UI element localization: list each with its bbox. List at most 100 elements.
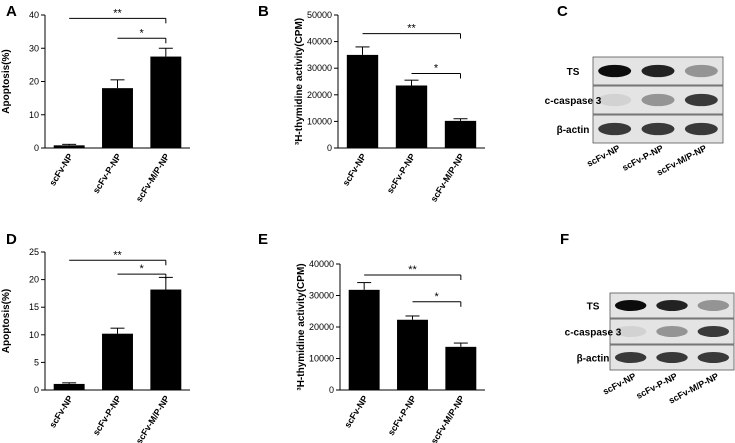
- panel-label: C: [557, 3, 568, 20]
- bar: [397, 319, 428, 390]
- x-tick-label: scFv-P-NP: [386, 394, 418, 437]
- blot-band: [598, 122, 632, 136]
- bar: [53, 145, 85, 148]
- x-tick-label: scFv-M/P-NP: [134, 152, 172, 204]
- significance-label: **: [113, 7, 122, 19]
- significance-label: **: [407, 23, 416, 35]
- error-bar: [355, 46, 370, 55]
- x-tick-label: scFv-P-NP: [91, 152, 123, 195]
- y-axis-label: Apoptosis(%): [1, 49, 12, 113]
- blot-band: [684, 64, 718, 78]
- blot-band: [598, 64, 632, 78]
- y-tick-label: 20000: [309, 322, 334, 332]
- blot-row-label: β-actin: [557, 125, 590, 136]
- error-bar: [62, 382, 77, 384]
- blot-band: [614, 352, 647, 363]
- x-tick-label: scFv-M/P-NP: [429, 152, 467, 204]
- error-bar: [453, 342, 468, 347]
- bar: [445, 346, 477, 390]
- blot-band: [697, 352, 730, 363]
- error-bar: [357, 282, 372, 290]
- error-bar: [158, 276, 173, 290]
- blot-band: [614, 326, 647, 337]
- blot-band: [614, 300, 647, 311]
- y-axis-label: ³H-thymidine activity(CPM): [294, 18, 305, 145]
- bar: [395, 85, 428, 148]
- bar: [150, 289, 182, 390]
- blot-band: [697, 300, 730, 311]
- y-tick-label: 25: [29, 247, 39, 257]
- x-tick-label: scFv-NP: [47, 152, 75, 188]
- y-tick-label: 30000: [307, 63, 332, 73]
- y-axis-label: Apoptosis(%): [1, 289, 12, 353]
- bar: [102, 88, 133, 148]
- y-tick-label: 0: [34, 143, 39, 153]
- blot-row-label: TS: [567, 67, 580, 78]
- x-tick-label: scFv-NP: [47, 394, 75, 430]
- blot-row-label: TS: [587, 302, 600, 313]
- bar: [346, 54, 379, 148]
- y-tick-label: 10000: [307, 116, 332, 126]
- blot-band: [641, 64, 675, 78]
- panel-label: E: [258, 231, 268, 248]
- blot-row-label: β-actin: [577, 354, 610, 365]
- blot-band: [656, 326, 688, 337]
- y-axis-label: ³H-thymidine activity(CPM): [296, 263, 307, 390]
- blot-band: [697, 326, 730, 337]
- panel-label: D: [6, 231, 17, 248]
- error-bar: [405, 315, 420, 320]
- y-tick-label: 30: [29, 43, 39, 53]
- y-tick-label: 30000: [309, 291, 334, 301]
- blot-band: [684, 93, 718, 107]
- blot-band: [656, 352, 688, 363]
- lane-label: scFv-NP: [601, 371, 637, 397]
- y-tick-label: 20: [29, 275, 39, 285]
- x-tick-label: scFv-M/P-NP: [134, 394, 172, 443]
- error-bar: [110, 327, 125, 334]
- error-bar: [404, 79, 419, 86]
- lane-label: scFv-NP: [585, 143, 621, 169]
- y-tick-label: 15: [29, 302, 39, 312]
- blot-band: [641, 93, 675, 107]
- significance-label: *: [435, 291, 440, 303]
- significance-label: **: [408, 264, 417, 276]
- blot-band: [656, 300, 688, 311]
- y-tick-label: 20000: [307, 90, 332, 100]
- blot-row-label: c-caspase 3: [565, 328, 622, 339]
- panel-label: A: [6, 3, 17, 20]
- y-tick-label: 40000: [309, 259, 334, 269]
- error-bar: [110, 79, 125, 89]
- significance-label: *: [434, 63, 439, 75]
- y-tick-label: 40000: [307, 37, 332, 47]
- panel-label: F: [560, 231, 569, 248]
- blot-band: [684, 122, 718, 136]
- y-tick-label: 10: [29, 330, 39, 340]
- significance-label: *: [140, 263, 145, 275]
- y-tick-label: 0: [329, 385, 334, 395]
- y-tick-label: 40: [29, 10, 39, 20]
- blot-band: [641, 122, 675, 136]
- y-tick-label: 0: [34, 385, 39, 395]
- error-bar: [158, 47, 173, 57]
- error-bar: [453, 118, 468, 121]
- error-bar: [62, 143, 77, 146]
- bar: [444, 120, 477, 148]
- y-tick-label: 20: [29, 77, 39, 87]
- significance-label: *: [140, 27, 145, 39]
- bar: [53, 383, 85, 390]
- x-tick-label: scFv-M/P-NP: [429, 394, 467, 443]
- blot-row-label: c-caspase 3: [545, 96, 602, 107]
- y-tick-label: 10000: [309, 354, 334, 364]
- x-tick-label: scFv-P-NP: [91, 394, 123, 437]
- bar: [102, 333, 133, 390]
- panel-label: B: [258, 3, 269, 20]
- significance-label: **: [113, 249, 122, 261]
- bar: [150, 56, 182, 148]
- x-tick-label: scFv-NP: [341, 152, 369, 188]
- y-tick-label: 5: [34, 357, 39, 367]
- x-tick-label: scFv-NP: [342, 394, 370, 430]
- bar: [348, 289, 380, 390]
- x-tick-label: scFv-P-NP: [385, 152, 417, 195]
- blot-band: [598, 93, 632, 107]
